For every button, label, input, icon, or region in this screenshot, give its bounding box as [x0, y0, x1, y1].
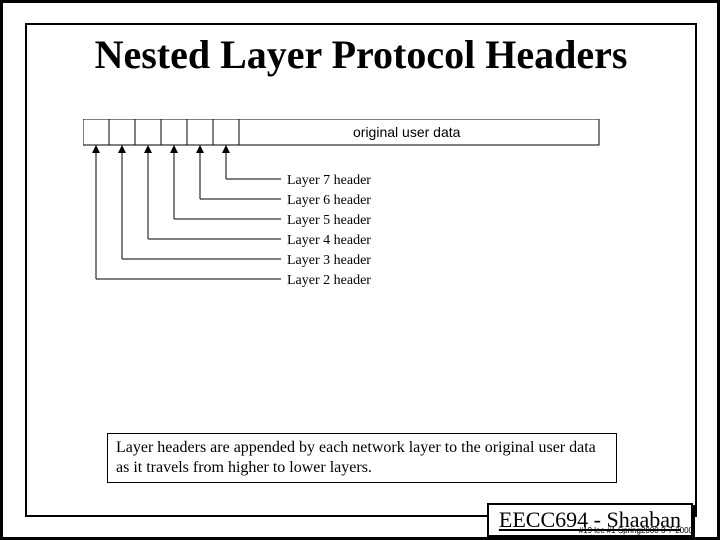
- svg-text:original user data: original user data: [353, 124, 461, 140]
- svg-text:Layer 7 header: Layer 7 header: [287, 173, 371, 188]
- svg-text:Layer 5 header: Layer 5 header: [287, 213, 371, 228]
- diagram-svg: original user data Layer 7 header Layer 6 …: [83, 119, 643, 319]
- slide-title: Nested Layer Protocol Headers: [27, 31, 695, 78]
- tiny-footer: #19 lec #1 Spring2000 3-7-2000: [579, 526, 693, 535]
- svg-text:Layer 2 header: Layer 2 header: [287, 273, 371, 288]
- svg-text:Layer 3 header: Layer 3 header: [287, 253, 371, 268]
- slide-inner: Nested Layer Protocol Headers original u…: [25, 23, 697, 517]
- caption-box: Layer headers are appended by each netwo…: [107, 433, 617, 483]
- slide-outer: Nested Layer Protocol Headers original u…: [0, 0, 720, 540]
- protocol-diagram: original user data Layer 7 header Layer 6 …: [83, 119, 643, 359]
- svg-text:Layer 4 header: Layer 4 header: [287, 233, 371, 248]
- svg-text:Layer 6 header: Layer 6 header: [287, 193, 371, 208]
